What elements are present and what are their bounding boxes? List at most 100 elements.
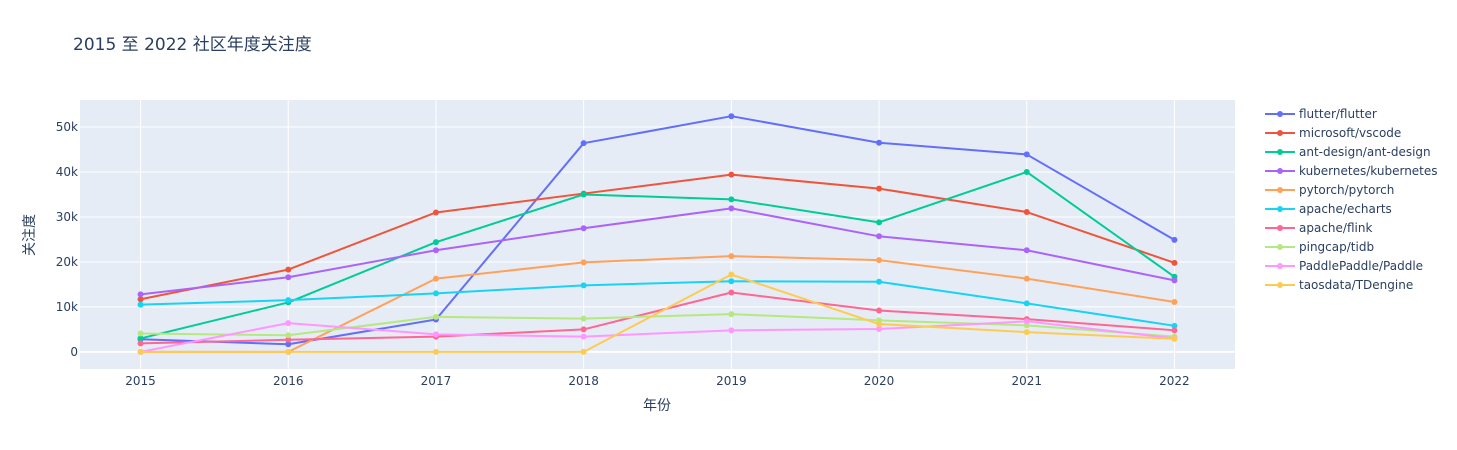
data-point: [432, 209, 439, 216]
legend-item[interactable]: flutter/flutter: [1265, 107, 1377, 121]
y-tick-label: 40k: [56, 165, 78, 179]
data-point: [1171, 322, 1178, 329]
data-point: [580, 282, 587, 289]
data-point: [580, 140, 587, 147]
legend-swatch-marker: [1277, 244, 1283, 250]
y-tick-label: 10k: [56, 300, 78, 314]
data-point: [432, 348, 439, 355]
x-tick-label: 2016: [273, 374, 304, 388]
legend[interactable]: flutter/flutter microsoft/vscode ant-desig…: [1265, 107, 1438, 292]
data-point: [728, 289, 735, 296]
legend-label: microsoft/vscode: [1299, 126, 1401, 140]
legend-item[interactable]: kubernetes/kubernetes: [1265, 164, 1438, 178]
data-point: [728, 311, 735, 318]
data-point: [137, 330, 144, 337]
data-point: [1171, 236, 1178, 243]
data-point: [728, 113, 735, 120]
legend-label: PaddlePaddle/Paddle: [1299, 259, 1423, 273]
data-point: [285, 341, 292, 348]
data-point: [876, 219, 883, 226]
data-point: [432, 275, 439, 282]
chart-title: 2015 至 2022 社区年度关注度: [73, 35, 312, 55]
legend-swatch-marker: [1277, 149, 1283, 155]
data-point: [728, 271, 735, 278]
data-point: [1023, 329, 1030, 336]
legend-label: taosdata/TDengine: [1299, 278, 1413, 292]
x-tick-label: 2015: [125, 374, 156, 388]
data-point: [1023, 300, 1030, 307]
data-point: [285, 332, 292, 339]
legend-swatch-marker: [1277, 130, 1283, 136]
series-line: [140, 320, 1175, 353]
legend-swatch-marker: [1277, 206, 1283, 212]
legend-swatch-marker: [1277, 263, 1283, 269]
data-point: [137, 296, 144, 303]
data-point: [285, 348, 292, 355]
data-point: [876, 321, 883, 328]
data-point: [432, 331, 439, 338]
legend-label: pytorch/pytorch: [1299, 183, 1394, 197]
legend-item[interactable]: pytorch/pytorch: [1265, 183, 1394, 197]
data-point: [728, 205, 735, 212]
data-point: [137, 348, 144, 355]
data-point: [1023, 168, 1030, 175]
x-axis-ticks: 2015 2016 2017 2018 2019 2020 2021 2022: [125, 374, 1189, 388]
legend-swatch-marker: [1277, 111, 1283, 117]
data-point: [876, 325, 883, 332]
data-point: [1171, 277, 1178, 284]
legend-label: apache/flink: [1299, 221, 1372, 235]
data-point: [728, 171, 735, 178]
legend-swatch-marker: [1277, 187, 1283, 193]
data-point: [285, 266, 292, 273]
legend-item[interactable]: apache/echarts: [1265, 202, 1392, 216]
data-point: [876, 257, 883, 264]
data-point: [1023, 247, 1030, 254]
data-point: [876, 278, 883, 285]
series-line: [140, 313, 1175, 338]
data-point: [728, 327, 735, 334]
legend-label: flutter/flutter: [1299, 107, 1377, 121]
legend-swatch-marker: [1277, 282, 1283, 288]
y-tick-label: 50k: [56, 120, 78, 134]
data-point: [580, 225, 587, 232]
y-axis-ticks: 0 10k 20k 30k 40k 50k: [56, 120, 78, 359]
data-point: [1171, 335, 1178, 342]
series-lines: [140, 115, 1176, 353]
data-point: [1171, 259, 1178, 266]
legend-item[interactable]: microsoft/vscode: [1265, 126, 1401, 140]
data-point: [580, 315, 587, 322]
data-point: [580, 333, 587, 340]
data-point: [1023, 151, 1030, 158]
data-point: [432, 247, 439, 254]
data-point: [285, 336, 292, 343]
x-tick-label: 2022: [1159, 374, 1190, 388]
series-line: [140, 207, 1175, 296]
data-point: [728, 253, 735, 260]
legend-item[interactable]: taosdata/TDengine: [1265, 278, 1413, 292]
legend-item[interactable]: ant-design/ant-design: [1265, 145, 1431, 159]
legend-label: kubernetes/kubernetes: [1299, 164, 1438, 178]
data-point: [137, 291, 144, 298]
data-point: [285, 320, 292, 327]
series-line: [140, 291, 1175, 345]
legend-item[interactable]: pingcap/tidb: [1265, 240, 1374, 254]
series-line: [140, 280, 1175, 327]
legend-item[interactable]: apache/flink: [1265, 221, 1372, 235]
data-point: [285, 297, 292, 304]
y-tick-label: 20k: [56, 255, 78, 269]
series-line: [140, 173, 1175, 301]
data-point: [137, 335, 144, 342]
data-point: [580, 191, 587, 198]
data-point: [728, 196, 735, 203]
legend-item[interactable]: PaddlePaddle/Paddle: [1265, 259, 1423, 273]
data-point: [1023, 209, 1030, 216]
legend-label: ant-design/ant-design: [1299, 145, 1431, 159]
x-axis-title: 年份: [643, 398, 671, 414]
x-tick-label: 2019: [716, 374, 747, 388]
data-point: [432, 239, 439, 246]
x-tick-label: 2021: [1011, 374, 1042, 388]
data-point: [1023, 318, 1030, 325]
data-point: [876, 185, 883, 192]
data-point: [876, 139, 883, 146]
data-point: [876, 307, 883, 314]
